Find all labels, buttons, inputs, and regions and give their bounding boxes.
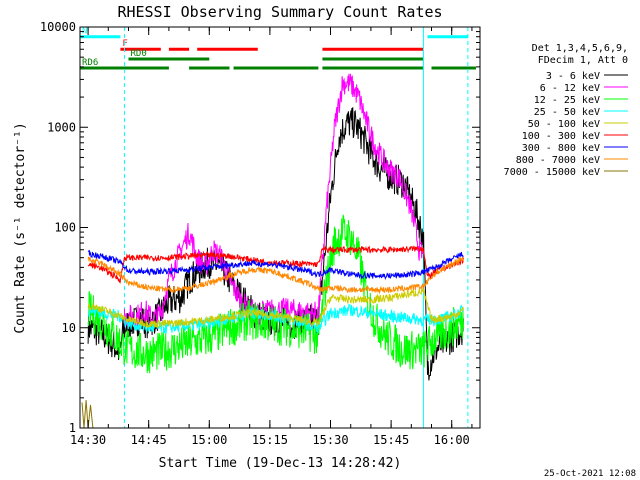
x-tick-label: 15:30: [312, 433, 348, 447]
y-tick-label: 100: [54, 221, 76, 235]
series-line-7000-15000-kev: [81, 400, 94, 429]
legend: Det 1,3,4,5,6,9,FDecim 1, Att 0 3 - 6 keV…: [504, 43, 628, 178]
flag-rd0-label: RD0: [130, 49, 146, 59]
legend-entry-label: 300 - 800 keV: [522, 143, 600, 154]
flag-rd6-label: RD6: [82, 58, 98, 68]
legend-entry-label: 7000 - 15000 keV: [504, 167, 600, 178]
legend-entry-label: 6 - 12 keV: [540, 83, 600, 94]
series-line-300-800-kev: [87, 249, 464, 281]
series-lines: [81, 73, 464, 429]
x-axis-label: Start Time (19-Dec-13 14:28:42): [159, 456, 402, 471]
legend-entry-label: 50 - 100 keV: [528, 119, 600, 130]
flag-n-label: N: [82, 27, 87, 37]
x-tick-label: 16:00: [434, 433, 470, 447]
series-line-12-25-kev: [87, 214, 464, 374]
series-line-800-7000-kev: [87, 256, 464, 295]
flag-f-label: F: [122, 39, 127, 49]
axes: 1 10 100 1000 10000 14:30 14:45 15:00 15:15 15:30…: [40, 20, 480, 447]
x-tick-label: 14:45: [131, 433, 167, 447]
x-tick-label: 14:30: [70, 433, 106, 447]
legend-title-line: FDecim 1, Att 0: [538, 55, 628, 66]
timestamp: 25-Oct-2021 12:08: [544, 469, 636, 479]
y-tick-label: 1000: [47, 120, 76, 134]
y-tick-label: 1: [69, 421, 76, 435]
chart-title: RHESSI Observing Summary Count Rates: [117, 3, 442, 21]
x-tick-label: 15:00: [191, 433, 227, 447]
x-tick-label: 15:45: [373, 433, 409, 447]
y-tick-label: 10: [62, 321, 76, 335]
legend-title-line: Det 1,3,4,5,6,9,: [532, 43, 628, 54]
legend-entry-label: 25 - 50 keV: [534, 107, 600, 118]
legend-entry-label: 3 - 6 keV: [546, 71, 600, 82]
x-tick-label: 15:15: [252, 433, 288, 447]
legend-entry-label: 12 - 25 keV: [534, 95, 600, 106]
series-line-6-12-kev: [123, 73, 424, 329]
legend-entry-label: 100 - 300 keV: [522, 131, 600, 142]
series-line-50-100-kev: [87, 287, 464, 328]
y-tick-label: 10000: [40, 20, 76, 34]
legend-entry-label: 800 - 7000 keV: [516, 155, 600, 166]
y-axis-label: Count Rate (s⁻¹ detector⁻¹): [13, 122, 28, 333]
